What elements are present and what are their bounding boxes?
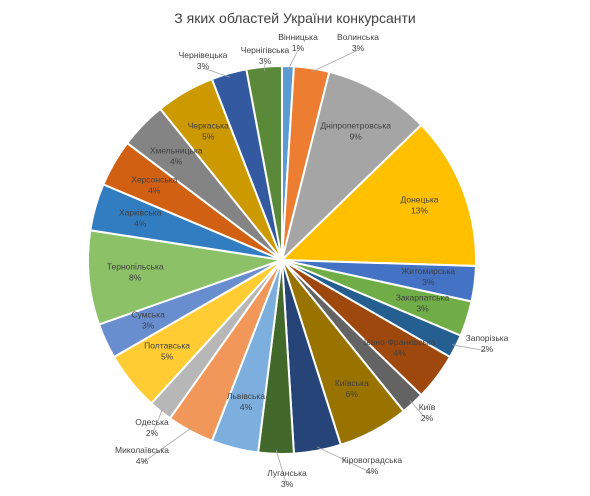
leader-line-7 [452,344,488,352]
slice-value-label-8: 4% [394,348,407,358]
leader-line-24 [264,62,266,71]
slice-value-label-5: 3% [422,277,435,287]
slice-value-label-2: 3% [352,43,365,53]
slice-name-label-12: Луганська [267,468,307,478]
slice-name-label-8: Івано-Франківська [364,337,436,347]
leader-line-23 [202,67,231,78]
slice-name-label-10: Київська [335,378,369,388]
slice-name-label-22: Черкаська [188,120,229,130]
slice-name-label-9: Київ [419,402,436,412]
slice-value-label-21: 4% [170,156,183,166]
slice-value-label-19: 4% [134,219,147,229]
slice-name-label-7: Запорізька [466,333,509,343]
slice-name-label-14: Миколаївська [115,445,169,455]
leader-line-14 [141,427,193,464]
slice-value-label-9: 2% [421,413,434,423]
slice-value-label-3: 9% [350,131,363,141]
slice-value-label-18: 8% [129,273,142,283]
slice-3-3 [280,70,423,264]
slice-4-4 [279,123,477,268]
slice-18-18 [87,229,283,326]
slice-name-label-18: Тернопільська [107,262,164,272]
slice-value-label-1: 1% [292,43,305,53]
slice-name-label-6: Закарпатська [396,293,450,303]
slice-value-label-4: 13% [411,206,428,216]
slice-value-label-17: 3% [142,321,155,331]
slice-value-label-12: 3% [281,479,294,489]
leader-line-9 [409,400,428,421]
slice-name-label-23: Чернівецька [179,50,228,60]
slice-value-label-7: 2% [481,344,494,354]
slice-value-label-24: 3% [259,56,272,66]
slice-name-label-21: Хмельницька [150,145,203,155]
slice-name-label-3: Дніпропетровська [320,120,391,130]
slice-value-label-15: 2% [146,428,159,438]
slice-name-label-20: Херсонська [131,174,177,184]
chart-title: З яких областей України конкурсанти [174,10,416,26]
slice-value-label-10: 6% [346,389,359,399]
slice-value-label-23: 3% [197,61,210,71]
slice-value-label-13: 4% [240,402,253,412]
slice-name-label-17: Сумська [131,310,165,320]
slice-name-label-4: Донецька [401,195,439,205]
leader-line-11 [316,446,373,474]
slice-name-label-1: Вінницька [278,32,318,42]
slice-name-label-15: Одеська [135,417,169,427]
slice-name-label-2: Волинська [337,32,379,42]
slice-value-label-11: 4% [366,466,379,476]
leader-line-1 [287,49,299,71]
slice-name-label-13: Львівська [227,391,265,401]
slice-name-label-11: Кіровоградська [342,455,403,465]
slice-name-label-19: Харківська [119,208,162,218]
slice-value-label-22: 5% [202,131,215,141]
slice-value-label-6: 3% [416,304,429,314]
leader-line-12 [275,449,288,487]
leader-line-15 [151,407,164,436]
slice-value-label-14: 4% [136,456,149,466]
slice-name-label-16: Полтавська [144,340,190,350]
slice-24-24 [245,64,283,261]
slice-value-label-20: 4% [148,185,161,195]
leader-line-2 [310,49,359,73]
slice-value-label-16: 5% [161,351,174,361]
slice-name-label-24: Чернігівська [241,45,290,55]
slice-name-label-5: Житомирська [401,266,455,276]
